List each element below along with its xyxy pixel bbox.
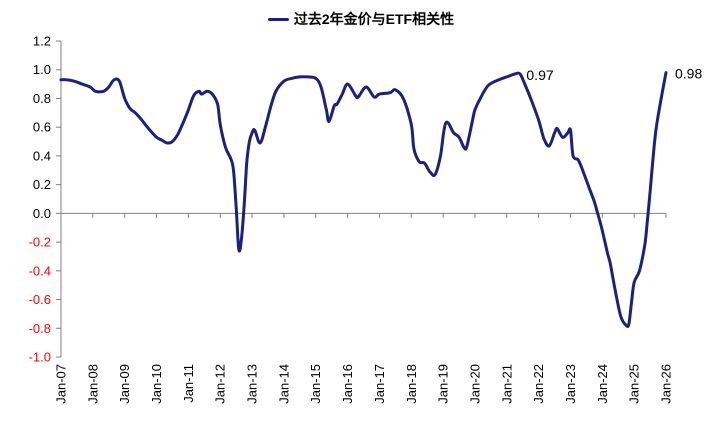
- x-tick-label: Jan-10: [149, 364, 164, 404]
- y-tick-label: -0.6: [29, 292, 51, 307]
- y-axis: 1.2 1.0 0.8 0.6 0.4 0.2 0.0 -0.2 -0.4 -0.6 -0.8 -1.…: [29, 34, 62, 365]
- y-tick-label: -0.4: [29, 263, 51, 278]
- x-tick-label: Jan-13: [245, 364, 260, 404]
- x-tick-label: Jan-20: [467, 364, 482, 404]
- x-tick-label: Jan-12: [213, 364, 228, 404]
- x-tick-label: Jan-09: [117, 364, 132, 404]
- x-tick-label: Jan-24: [595, 364, 610, 404]
- y-tick-label: 1.2: [33, 34, 51, 49]
- series-line: [59, 71, 668, 329]
- x-tick-label: Jan-14: [276, 364, 291, 404]
- y-tick-label: -1.0: [29, 350, 51, 365]
- y-tick-label: 0.4: [33, 148, 51, 163]
- y-tick-label: -0.8: [29, 321, 51, 336]
- x-tick-label: Jan-08: [85, 364, 100, 404]
- point-label: 0.97: [526, 67, 553, 83]
- x-tick-label: Jan-23: [563, 364, 578, 404]
- x-tick-label: Jan-21: [499, 364, 514, 404]
- legend-line-marker: [267, 17, 289, 21]
- x-tick-label: Jan-19: [436, 364, 451, 404]
- point-label: 0.98: [675, 66, 702, 82]
- x-tick-label: Jan-07: [54, 364, 69, 404]
- x-tick-label: Jan-15: [308, 364, 323, 404]
- y-tick-label: 0.8: [33, 91, 51, 106]
- y-tick-label: 1.0: [33, 62, 51, 77]
- legend-label: 过去2年金价与ETF相关性: [293, 11, 455, 27]
- x-tick-label: Jan-18: [404, 364, 419, 404]
- x-tick-label: Jan-25: [627, 364, 642, 404]
- x-tick-label: Jan-11: [181, 364, 196, 403]
- point-labels: 0.97 0.98: [526, 66, 702, 83]
- legend: 过去2年金价与ETF相关性: [0, 9, 722, 29]
- y-tick-label: 0.2: [33, 177, 51, 192]
- y-tick-label: 0.0: [33, 206, 51, 221]
- x-tick-label: Jan-16: [340, 364, 355, 404]
- x-axis: Jan-07 Jan-08 Jan-09 Jan-10 Jan-11 Jan-12 Jan-…: [54, 212, 674, 404]
- x-tick-label: Jan-26: [659, 364, 674, 404]
- y-tick-label: -0.2: [29, 235, 51, 250]
- y-tick-label: 0.6: [33, 120, 51, 135]
- x-tick-label: Jan-17: [372, 364, 387, 404]
- x-tick-label: Jan-22: [531, 364, 546, 404]
